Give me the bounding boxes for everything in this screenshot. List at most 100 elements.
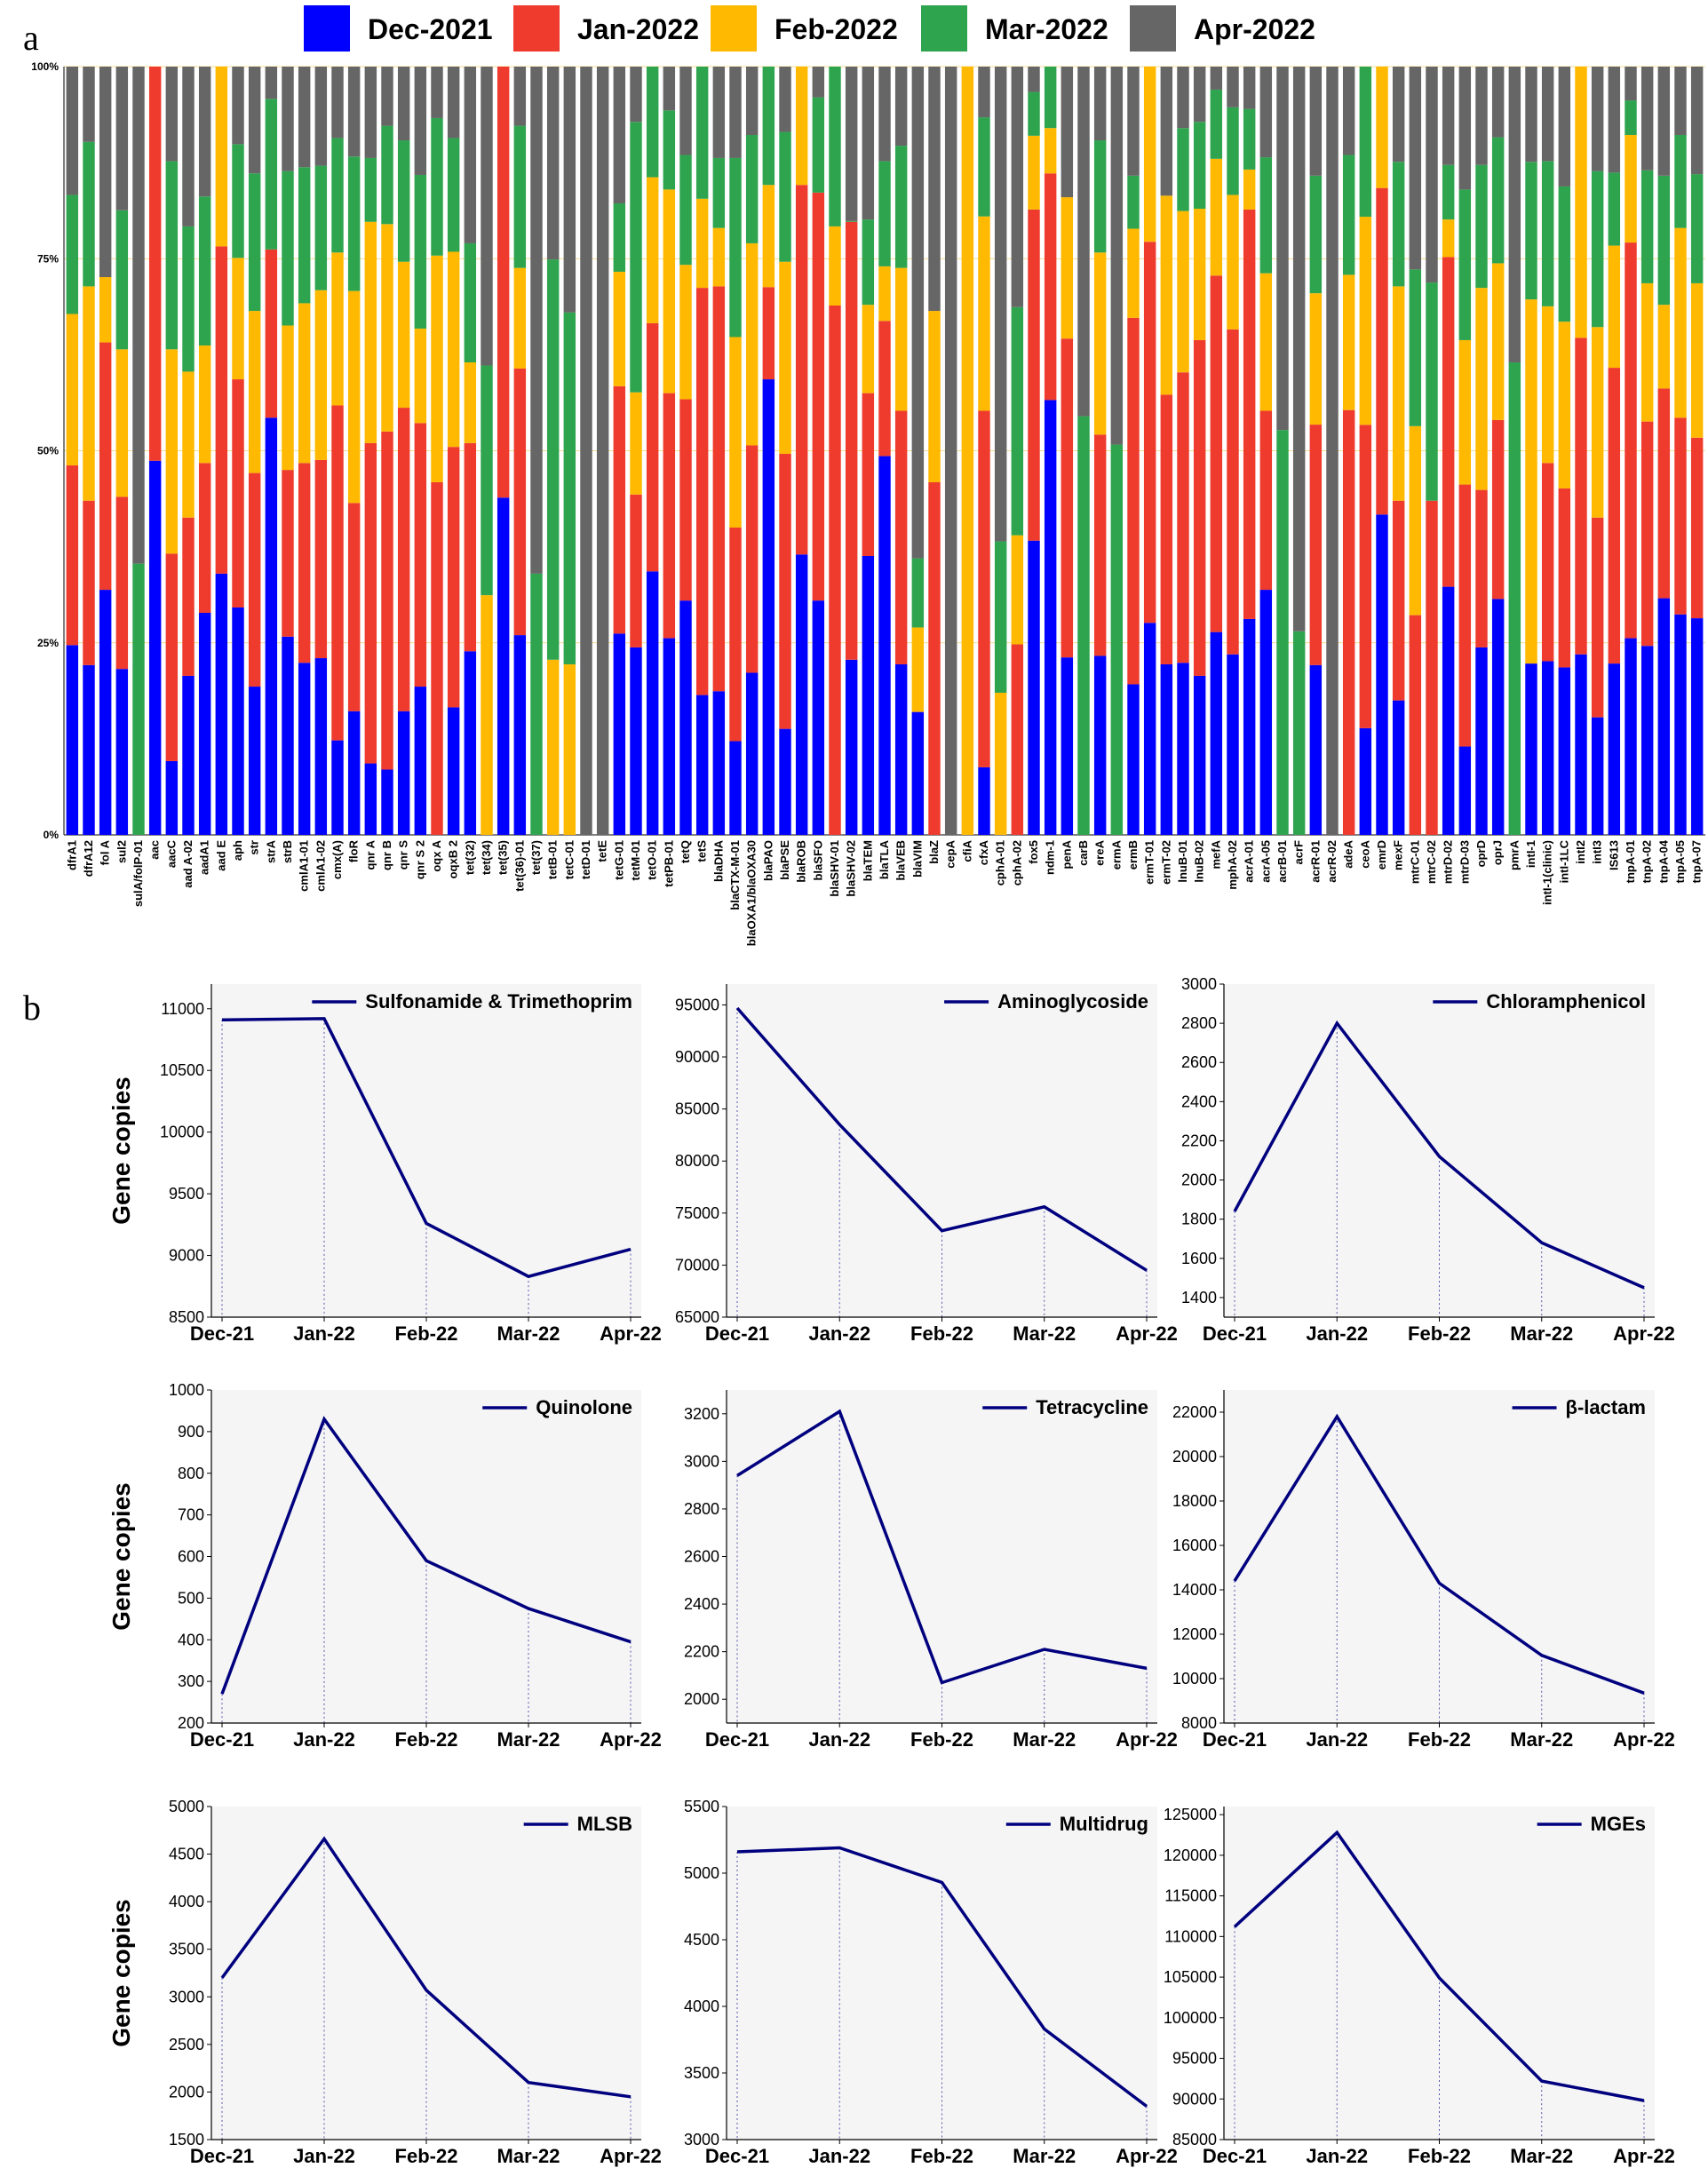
legend-swatch bbox=[304, 5, 350, 52]
y-tick-label: 5000 bbox=[684, 1864, 719, 1882]
gene-label: carB bbox=[1076, 840, 1090, 866]
bar-segment bbox=[347, 156, 361, 291]
bar-segment bbox=[132, 67, 145, 564]
bar-segment bbox=[1093, 655, 1107, 835]
legend-label: Jan-2022 bbox=[577, 13, 699, 45]
bar-segment bbox=[298, 67, 311, 168]
gene-label: aadA1 bbox=[198, 840, 211, 875]
bar-stack bbox=[99, 67, 112, 836]
bar-segment bbox=[1028, 209, 1040, 541]
bar-segment bbox=[198, 613, 211, 835]
x-tick-label: Mar-22 bbox=[497, 1728, 560, 1751]
gene-label: emrD bbox=[1375, 840, 1388, 870]
bar-segment bbox=[1674, 417, 1687, 615]
bar-segment bbox=[663, 638, 676, 835]
bar-stack bbox=[745, 67, 759, 836]
bar-stack bbox=[148, 67, 162, 835]
bar-segment bbox=[630, 647, 642, 835]
y-tick-label: 4500 bbox=[169, 1846, 204, 1863]
bar-segment bbox=[1508, 362, 1521, 835]
bar-segment bbox=[1508, 67, 1521, 363]
bar-segment bbox=[894, 146, 908, 268]
gene-label: tetPB-01 bbox=[662, 840, 675, 887]
line-chart-sulf: 8500 9000 9500 10000 10500 11000 Dec-21 Jan-22 F… bbox=[107, 984, 662, 1345]
bar-segment bbox=[712, 157, 726, 228]
gene-label: dfrA12 bbox=[82, 840, 95, 877]
bar-segment bbox=[1608, 368, 1621, 664]
bar-stack bbox=[596, 67, 609, 835]
y-tick-label: 2800 bbox=[684, 1500, 719, 1518]
bar-segment bbox=[1690, 618, 1704, 835]
bar-segment bbox=[911, 558, 925, 628]
bar-segment bbox=[1309, 175, 1323, 294]
bar-segment bbox=[978, 216, 990, 411]
gene-label: str bbox=[248, 840, 261, 855]
bar-segment bbox=[862, 67, 875, 220]
bar-segment bbox=[481, 595, 493, 835]
bar-segment bbox=[1259, 590, 1273, 836]
bar-segment bbox=[331, 740, 344, 835]
bar-segment bbox=[115, 496, 129, 670]
gene-label: cmx(A) bbox=[330, 840, 344, 879]
bar-segment bbox=[1458, 746, 1472, 835]
bar-segment bbox=[447, 251, 460, 448]
plot-area bbox=[1224, 984, 1655, 1317]
bar-segment bbox=[331, 67, 344, 139]
gene-label: strB bbox=[281, 840, 294, 863]
bar-segment bbox=[331, 405, 344, 741]
bar-segment bbox=[1177, 372, 1189, 663]
bar-segment bbox=[845, 220, 858, 222]
bar-segment bbox=[944, 67, 957, 835]
bar-segment bbox=[182, 371, 195, 518]
y-tick-label: 90000 bbox=[675, 1048, 719, 1066]
bar-stack bbox=[546, 67, 560, 835]
bar-segment bbox=[215, 573, 228, 835]
bar-stack bbox=[1259, 67, 1273, 836]
bar-segment bbox=[314, 658, 328, 835]
bar-segment bbox=[282, 171, 294, 326]
bar-segment bbox=[1276, 67, 1289, 431]
bar-segment bbox=[381, 224, 393, 432]
bar-segment bbox=[862, 393, 875, 557]
bar-segment bbox=[1292, 631, 1306, 835]
legend-swatch bbox=[513, 5, 560, 52]
bar-segment bbox=[878, 456, 891, 835]
gene-label: blaOXA1/blaOXA30 bbox=[745, 840, 759, 946]
gene-label: tetG-01 bbox=[612, 840, 625, 880]
y-tick-label: 14000 bbox=[1172, 1581, 1217, 1599]
bar-stack bbox=[1110, 67, 1124, 835]
bar-segment bbox=[1376, 67, 1388, 188]
bar-stack bbox=[1061, 67, 1074, 835]
x-tick-label: Mar-22 bbox=[1013, 2145, 1076, 2167]
bar-segment bbox=[1625, 100, 1637, 135]
x-tick-label: Feb-22 bbox=[910, 1322, 973, 1345]
x-tick-label: Feb-22 bbox=[1408, 1728, 1471, 1751]
bar-segment bbox=[232, 258, 244, 380]
y-tick-label: 300 bbox=[178, 1672, 204, 1690]
bar-segment bbox=[165, 161, 179, 350]
bar-stack bbox=[364, 67, 377, 835]
bar-stack bbox=[795, 67, 808, 835]
bar-segment bbox=[1409, 269, 1422, 426]
bar-segment bbox=[994, 67, 1007, 542]
x-tick-label: Dec-21 bbox=[705, 1322, 769, 1345]
bar-segment bbox=[1011, 644, 1024, 835]
bar-stack bbox=[66, 67, 79, 836]
bar-stack bbox=[182, 67, 195, 835]
legend-label: Chloramphenicol bbox=[1486, 990, 1646, 1013]
bar-segment bbox=[779, 131, 791, 262]
gene-label: blaPSE bbox=[778, 840, 791, 880]
bar-segment bbox=[695, 198, 709, 289]
bar-segment bbox=[762, 287, 775, 380]
bar-segment bbox=[1243, 67, 1256, 109]
bar-stack bbox=[712, 67, 726, 835]
bar-stack bbox=[1227, 67, 1239, 835]
bar-segment bbox=[314, 165, 328, 290]
y-tick-label: 10500 bbox=[160, 1061, 204, 1079]
gene-label: blaROB bbox=[795, 840, 808, 883]
gene-label: adeA bbox=[1342, 839, 1355, 868]
bar-segment bbox=[1591, 67, 1604, 171]
bar-segment bbox=[364, 67, 377, 158]
gene-label: tnpA-05 bbox=[1673, 840, 1687, 883]
x-tick-label: Apr-22 bbox=[1116, 1728, 1178, 1751]
